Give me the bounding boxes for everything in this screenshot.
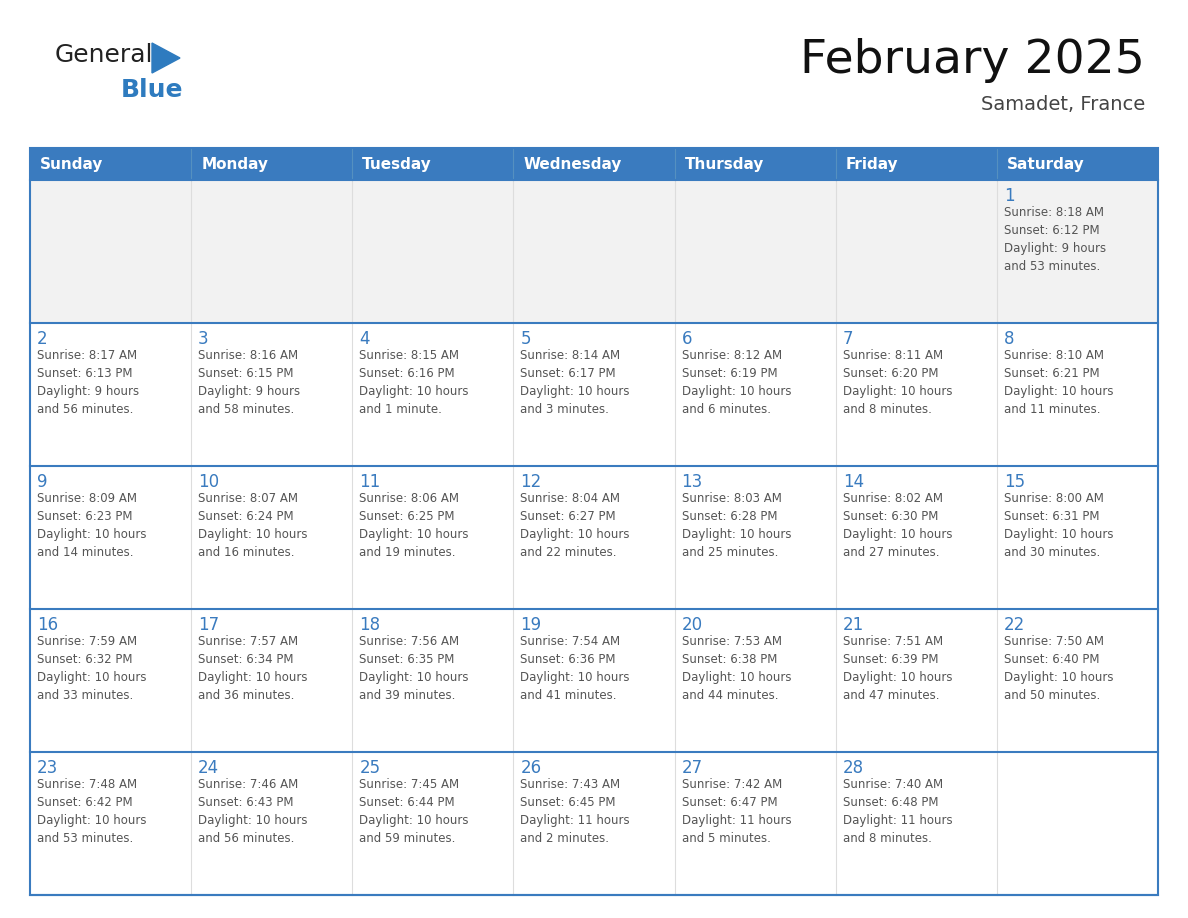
Polygon shape (152, 43, 181, 73)
Text: Sunrise: 8:06 AM
Sunset: 6:25 PM
Daylight: 10 hours
and 19 minutes.: Sunrise: 8:06 AM Sunset: 6:25 PM Dayligh… (359, 492, 469, 559)
Text: 3: 3 (198, 330, 209, 348)
Text: Sunrise: 8:16 AM
Sunset: 6:15 PM
Daylight: 9 hours
and 58 minutes.: Sunrise: 8:16 AM Sunset: 6:15 PM Dayligh… (198, 349, 301, 416)
Text: Sunrise: 7:46 AM
Sunset: 6:43 PM
Daylight: 10 hours
and 56 minutes.: Sunrise: 7:46 AM Sunset: 6:43 PM Dayligh… (198, 778, 308, 845)
Text: Sunrise: 7:40 AM
Sunset: 6:48 PM
Daylight: 11 hours
and 8 minutes.: Sunrise: 7:40 AM Sunset: 6:48 PM Dayligh… (842, 778, 953, 845)
Text: 14: 14 (842, 473, 864, 491)
Text: Sunrise: 7:42 AM
Sunset: 6:47 PM
Daylight: 11 hours
and 5 minutes.: Sunrise: 7:42 AM Sunset: 6:47 PM Dayligh… (682, 778, 791, 845)
Text: Tuesday: Tuesday (362, 156, 432, 172)
Text: 2: 2 (37, 330, 48, 348)
Text: February 2025: February 2025 (801, 38, 1145, 83)
Text: Sunrise: 8:00 AM
Sunset: 6:31 PM
Daylight: 10 hours
and 30 minutes.: Sunrise: 8:00 AM Sunset: 6:31 PM Dayligh… (1004, 492, 1113, 559)
Text: 15: 15 (1004, 473, 1025, 491)
Text: Sunrise: 8:03 AM
Sunset: 6:28 PM
Daylight: 10 hours
and 25 minutes.: Sunrise: 8:03 AM Sunset: 6:28 PM Dayligh… (682, 492, 791, 559)
Text: 12: 12 (520, 473, 542, 491)
Text: 8: 8 (1004, 330, 1015, 348)
Text: Sunrise: 7:59 AM
Sunset: 6:32 PM
Daylight: 10 hours
and 33 minutes.: Sunrise: 7:59 AM Sunset: 6:32 PM Dayligh… (37, 635, 146, 702)
Text: Friday: Friday (846, 156, 898, 172)
Text: Sunrise: 7:45 AM
Sunset: 6:44 PM
Daylight: 10 hours
and 59 minutes.: Sunrise: 7:45 AM Sunset: 6:44 PM Dayligh… (359, 778, 469, 845)
Text: Sunrise: 7:43 AM
Sunset: 6:45 PM
Daylight: 11 hours
and 2 minutes.: Sunrise: 7:43 AM Sunset: 6:45 PM Dayligh… (520, 778, 630, 845)
Text: 7: 7 (842, 330, 853, 348)
Text: 9: 9 (37, 473, 48, 491)
Text: Wednesday: Wednesday (524, 156, 621, 172)
Text: 22: 22 (1004, 616, 1025, 634)
Text: 23: 23 (37, 759, 58, 777)
Text: 4: 4 (359, 330, 369, 348)
Text: 26: 26 (520, 759, 542, 777)
Text: Sunrise: 8:17 AM
Sunset: 6:13 PM
Daylight: 9 hours
and 56 minutes.: Sunrise: 8:17 AM Sunset: 6:13 PM Dayligh… (37, 349, 139, 416)
Text: Sunrise: 7:54 AM
Sunset: 6:36 PM
Daylight: 10 hours
and 41 minutes.: Sunrise: 7:54 AM Sunset: 6:36 PM Dayligh… (520, 635, 630, 702)
Bar (675, 148, 835, 180)
Text: 18: 18 (359, 616, 380, 634)
Bar (30, 466, 1158, 609)
Bar (30, 609, 1158, 752)
Text: 10: 10 (198, 473, 220, 491)
Text: Blue: Blue (121, 78, 183, 102)
Text: Sunrise: 7:56 AM
Sunset: 6:35 PM
Daylight: 10 hours
and 39 minutes.: Sunrise: 7:56 AM Sunset: 6:35 PM Dayligh… (359, 635, 469, 702)
Text: 27: 27 (682, 759, 702, 777)
Text: Sunrise: 7:57 AM
Sunset: 6:34 PM
Daylight: 10 hours
and 36 minutes.: Sunrise: 7:57 AM Sunset: 6:34 PM Dayligh… (198, 635, 308, 702)
Bar (30, 148, 191, 180)
Text: Sunrise: 8:04 AM
Sunset: 6:27 PM
Daylight: 10 hours
and 22 minutes.: Sunrise: 8:04 AM Sunset: 6:27 PM Dayligh… (520, 492, 630, 559)
Text: Sunrise: 8:14 AM
Sunset: 6:17 PM
Daylight: 10 hours
and 3 minutes.: Sunrise: 8:14 AM Sunset: 6:17 PM Dayligh… (520, 349, 630, 416)
Bar (835, 148, 997, 180)
Bar (30, 180, 1158, 323)
Text: 21: 21 (842, 616, 864, 634)
Bar (513, 148, 675, 180)
Text: Sunrise: 7:50 AM
Sunset: 6:40 PM
Daylight: 10 hours
and 50 minutes.: Sunrise: 7:50 AM Sunset: 6:40 PM Dayligh… (1004, 635, 1113, 702)
Text: 25: 25 (359, 759, 380, 777)
Text: Monday: Monday (201, 156, 268, 172)
Text: 1: 1 (1004, 187, 1015, 205)
Text: Samadet, France: Samadet, France (981, 95, 1145, 114)
Text: Sunday: Sunday (40, 156, 103, 172)
Text: 19: 19 (520, 616, 542, 634)
Text: 13: 13 (682, 473, 703, 491)
Text: 24: 24 (198, 759, 220, 777)
Text: Sunrise: 7:51 AM
Sunset: 6:39 PM
Daylight: 10 hours
and 47 minutes.: Sunrise: 7:51 AM Sunset: 6:39 PM Dayligh… (842, 635, 953, 702)
Text: General: General (55, 43, 153, 67)
Text: 16: 16 (37, 616, 58, 634)
Text: 6: 6 (682, 330, 693, 348)
Text: Sunrise: 8:15 AM
Sunset: 6:16 PM
Daylight: 10 hours
and 1 minute.: Sunrise: 8:15 AM Sunset: 6:16 PM Dayligh… (359, 349, 469, 416)
Text: 28: 28 (842, 759, 864, 777)
Text: Sunrise: 8:02 AM
Sunset: 6:30 PM
Daylight: 10 hours
and 27 minutes.: Sunrise: 8:02 AM Sunset: 6:30 PM Dayligh… (842, 492, 953, 559)
Text: Sunrise: 7:48 AM
Sunset: 6:42 PM
Daylight: 10 hours
and 53 minutes.: Sunrise: 7:48 AM Sunset: 6:42 PM Dayligh… (37, 778, 146, 845)
Text: Sunrise: 8:09 AM
Sunset: 6:23 PM
Daylight: 10 hours
and 14 minutes.: Sunrise: 8:09 AM Sunset: 6:23 PM Dayligh… (37, 492, 146, 559)
Text: Sunrise: 8:18 AM
Sunset: 6:12 PM
Daylight: 9 hours
and 53 minutes.: Sunrise: 8:18 AM Sunset: 6:12 PM Dayligh… (1004, 206, 1106, 273)
Text: Sunrise: 8:11 AM
Sunset: 6:20 PM
Daylight: 10 hours
and 8 minutes.: Sunrise: 8:11 AM Sunset: 6:20 PM Dayligh… (842, 349, 953, 416)
Text: 20: 20 (682, 616, 702, 634)
Bar (997, 148, 1158, 180)
Text: 11: 11 (359, 473, 380, 491)
Text: 5: 5 (520, 330, 531, 348)
Bar (191, 148, 353, 180)
Bar (30, 323, 1158, 466)
Text: Sunrise: 8:12 AM
Sunset: 6:19 PM
Daylight: 10 hours
and 6 minutes.: Sunrise: 8:12 AM Sunset: 6:19 PM Dayligh… (682, 349, 791, 416)
Text: Sunrise: 8:07 AM
Sunset: 6:24 PM
Daylight: 10 hours
and 16 minutes.: Sunrise: 8:07 AM Sunset: 6:24 PM Dayligh… (198, 492, 308, 559)
Text: Sunrise: 8:10 AM
Sunset: 6:21 PM
Daylight: 10 hours
and 11 minutes.: Sunrise: 8:10 AM Sunset: 6:21 PM Dayligh… (1004, 349, 1113, 416)
Bar (353, 148, 513, 180)
Bar (30, 148, 1158, 895)
Text: Saturday: Saturday (1007, 156, 1085, 172)
Bar (30, 752, 1158, 895)
Text: Sunrise: 7:53 AM
Sunset: 6:38 PM
Daylight: 10 hours
and 44 minutes.: Sunrise: 7:53 AM Sunset: 6:38 PM Dayligh… (682, 635, 791, 702)
Text: 17: 17 (198, 616, 220, 634)
Text: Thursday: Thursday (684, 156, 764, 172)
